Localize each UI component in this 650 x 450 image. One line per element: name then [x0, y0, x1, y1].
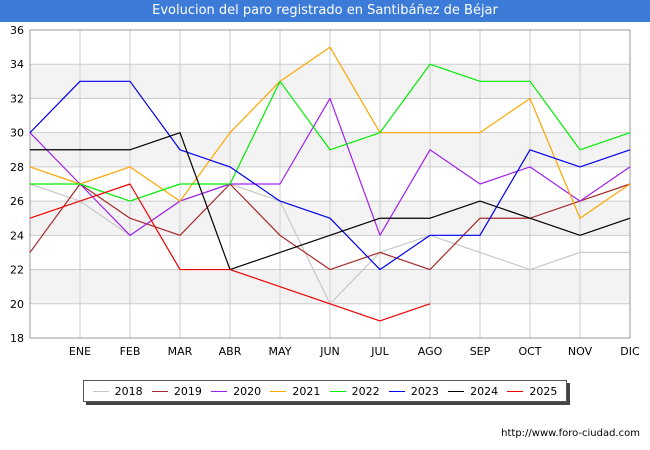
series-line-2020: [29, 97, 631, 236]
series-line-2025: [29, 183, 431, 322]
series-line-2022: [30, 63, 631, 202]
legend-label: 2021: [292, 384, 321, 398]
y-tick-label: 22: [10, 264, 24, 277]
x-tick-label: JUN: [319, 345, 340, 358]
y-tick-labels: 18 20 22 24 26 28 30 32 34 36: [10, 24, 24, 345]
y-tick-label: 36: [10, 24, 24, 37]
legend-label: 2022: [351, 384, 380, 398]
series-line-2024: [30, 132, 631, 271]
legend-swatch: [270, 390, 287, 392]
legend-swatch: [388, 390, 405, 392]
y-tick-label: 20: [10, 298, 24, 311]
x-tick-label: ABR: [219, 345, 242, 358]
y-tick-label: 34: [10, 58, 24, 71]
y-tick-label: 18: [10, 332, 24, 345]
y-tick-label: 26: [10, 195, 24, 208]
x-tick-label: NOV: [568, 345, 593, 358]
legend-label: 2019: [173, 384, 202, 398]
legend-swatch: [211, 390, 228, 392]
legend-label: 2023: [410, 384, 439, 398]
x-tick-labels: ENE FEB MAR ABR MAY JUN JUL AGO SEP OCT NOV DIC: [69, 345, 640, 358]
x-tick-label: MAR: [168, 345, 193, 358]
legend-item-2024: 2024: [448, 385, 498, 398]
y-tick-label: 30: [10, 127, 24, 140]
x-tick-label: OCT: [518, 345, 541, 358]
legend-label: 2025: [529, 384, 558, 398]
legend: 2018 2019 2020 2021 2022 2023 2024 2025: [83, 380, 567, 402]
legend-swatch: [448, 390, 465, 392]
legend-item-2018: 2018: [92, 384, 143, 398]
y-tick-label: 32: [10, 92, 24, 105]
series-line-2021: [29, 46, 631, 219]
legend-swatch: [92, 390, 109, 392]
x-tick-label: FEB: [120, 345, 141, 358]
legend-item-2021: 2021: [270, 385, 320, 398]
x-tick-label: ENE: [69, 345, 91, 358]
legend-swatch: [151, 390, 168, 392]
legend-item-2019: 2019: [151, 384, 202, 398]
legend-swatch: [329, 390, 346, 392]
legend-item-2020: 2020: [211, 385, 261, 398]
legend-item-2025: 2025: [507, 385, 557, 398]
series-lines: [29, 46, 631, 322]
legend-label: 2020: [233, 384, 262, 398]
x-tick-label: MAY: [269, 345, 292, 358]
y-tick-label: 24: [10, 229, 24, 242]
x-tick-label: AGO: [418, 345, 443, 358]
legend-item-2022: 2022: [329, 384, 380, 398]
legend-item-2023: 2023: [388, 384, 439, 398]
legend-label: 2024: [470, 384, 499, 398]
x-tick-label: DIC: [620, 345, 640, 358]
chart-title: Evolucion del paro registrado en Santibá…: [0, 0, 650, 22]
legend-swatch: [507, 390, 524, 392]
source-url: http://www.foro-ciudad.com: [501, 428, 640, 439]
series-line-2023: [29, 80, 631, 271]
y-tick-label: 28: [10, 161, 24, 174]
x-tick-label: SEP: [470, 345, 491, 358]
legend-label: 2018: [114, 384, 143, 398]
x-tick-label: JUL: [370, 345, 389, 358]
